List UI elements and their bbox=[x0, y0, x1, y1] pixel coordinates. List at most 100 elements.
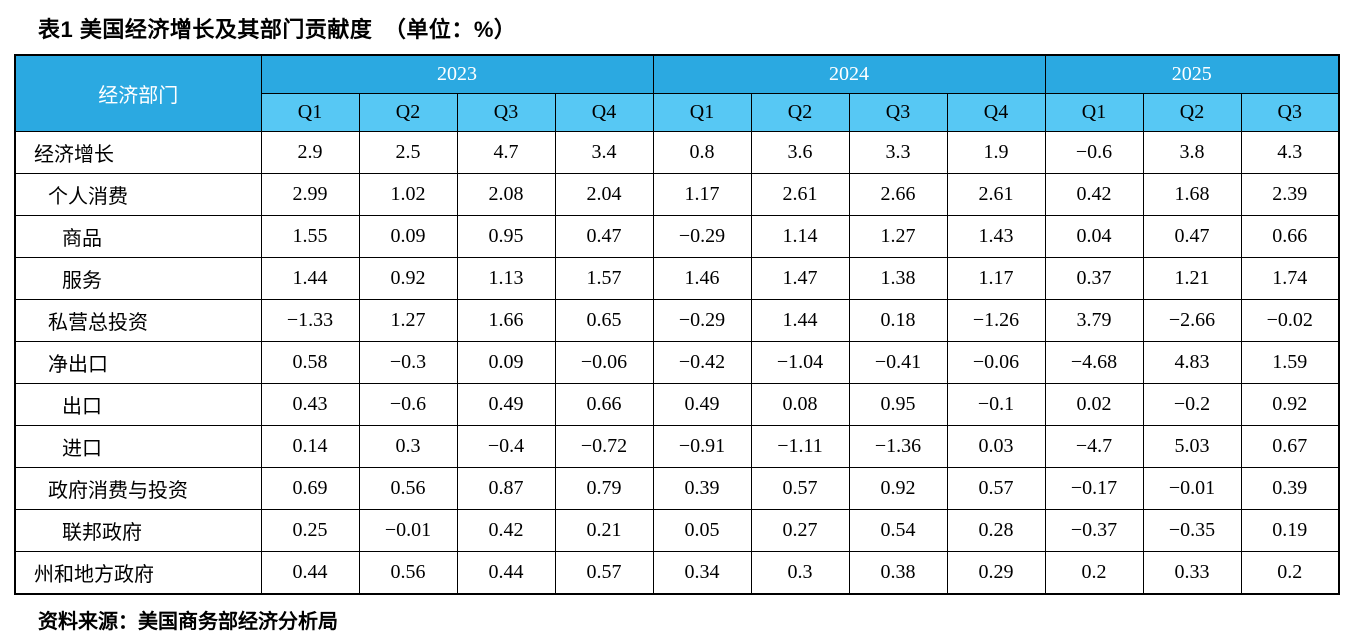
value-cell: 0.8 bbox=[652, 131, 752, 174]
value-cell: 2.99 bbox=[260, 173, 360, 216]
value-cell: −0.2 bbox=[1142, 383, 1242, 426]
value-cell: 1.57 bbox=[554, 257, 654, 300]
value-cell: 2.08 bbox=[456, 173, 556, 216]
value-cell: 0.57 bbox=[554, 551, 654, 595]
table-row: 个人消费 2.99 1.02 2.08 2.04 1.17 2.61 2.66 2.61 0.42… bbox=[14, 173, 1340, 216]
value-cell: −0.06 bbox=[554, 341, 654, 384]
year-header-2025: 2025 bbox=[1044, 54, 1340, 94]
row-label: 商品 bbox=[14, 215, 262, 258]
value-cell: 3.6 bbox=[750, 131, 850, 174]
value-cell: 0.42 bbox=[456, 509, 556, 552]
value-cell: 0.92 bbox=[358, 257, 458, 300]
value-cell: 2.39 bbox=[1240, 173, 1340, 216]
value-cell: 3.79 bbox=[1044, 299, 1144, 342]
value-cell: −4.7 bbox=[1044, 425, 1144, 468]
value-cell: 0.3 bbox=[750, 551, 850, 595]
value-cell: 0.09 bbox=[358, 215, 458, 258]
quarter-header: Q2 bbox=[750, 93, 850, 132]
value-cell: 0.95 bbox=[848, 383, 948, 426]
quarter-header: Q1 bbox=[652, 93, 752, 132]
value-cell: 2.61 bbox=[750, 173, 850, 216]
value-cell: 4.83 bbox=[1142, 341, 1242, 384]
value-cell: 0.02 bbox=[1044, 383, 1144, 426]
value-cell: 2.61 bbox=[946, 173, 1046, 216]
value-cell: 0.49 bbox=[456, 383, 556, 426]
table-row: 出口 0.43 −0.6 0.49 0.66 0.49 0.08 0.95 −0.1 0.02 −0… bbox=[14, 383, 1340, 426]
value-cell: 0.66 bbox=[1240, 215, 1340, 258]
quarter-header: Q1 bbox=[260, 93, 360, 132]
value-cell: 0.08 bbox=[750, 383, 850, 426]
value-cell: 3.4 bbox=[554, 131, 654, 174]
value-cell: 2.9 bbox=[260, 131, 360, 174]
value-cell: 0.92 bbox=[1240, 383, 1340, 426]
value-cell: 0.67 bbox=[1240, 425, 1340, 468]
value-cell: 1.55 bbox=[260, 215, 360, 258]
value-cell: −0.35 bbox=[1142, 509, 1242, 552]
value-cell: 0.04 bbox=[1044, 215, 1144, 258]
value-cell: 1.66 bbox=[456, 299, 556, 342]
value-cell: −0.42 bbox=[652, 341, 752, 384]
row-label: 政府消费与投资 bbox=[14, 467, 262, 510]
value-cell: −2.66 bbox=[1142, 299, 1242, 342]
value-cell: 0.09 bbox=[456, 341, 556, 384]
value-cell: 0.49 bbox=[652, 383, 752, 426]
value-cell: 1.17 bbox=[652, 173, 752, 216]
value-cell: 0.95 bbox=[456, 215, 556, 258]
value-cell: 0.54 bbox=[848, 509, 948, 552]
year-header-2023: 2023 bbox=[260, 54, 654, 94]
value-cell: 3.8 bbox=[1142, 131, 1242, 174]
value-cell: −0.41 bbox=[848, 341, 948, 384]
row-label: 州和地方政府 bbox=[14, 551, 262, 595]
row-label: 私营总投资 bbox=[14, 299, 262, 342]
value-cell: 1.13 bbox=[456, 257, 556, 300]
value-cell: 1.27 bbox=[358, 299, 458, 342]
corner-header: 经济部门 bbox=[14, 54, 262, 132]
table-row: 进口 0.14 0.3 −0.4 −0.72 −0.91 −1.11 −1.36 0.03 −4.… bbox=[14, 425, 1340, 468]
table-row: 净出口 0.58 −0.3 0.09 −0.06 −0.42 −1.04 −0.41 −0.06… bbox=[14, 341, 1340, 384]
value-cell: 1.74 bbox=[1240, 257, 1340, 300]
value-cell: 0.43 bbox=[260, 383, 360, 426]
value-cell: −0.02 bbox=[1240, 299, 1340, 342]
value-cell: −0.91 bbox=[652, 425, 752, 468]
value-cell: 0.37 bbox=[1044, 257, 1144, 300]
value-cell: 1.02 bbox=[358, 173, 458, 216]
value-cell: 1.17 bbox=[946, 257, 1046, 300]
table-row: 私营总投资 −1.33 1.27 1.66 0.65 −0.29 1.44 0.18 −1.26… bbox=[14, 299, 1340, 342]
value-cell: −0.4 bbox=[456, 425, 556, 468]
quarter-header: Q2 bbox=[1142, 93, 1242, 132]
value-cell: 1.59 bbox=[1240, 341, 1340, 384]
value-cell: 0.2 bbox=[1044, 551, 1144, 595]
row-label: 出口 bbox=[14, 383, 262, 426]
value-cell: 4.3 bbox=[1240, 131, 1340, 174]
table-body: 经济增长 2.9 2.5 4.7 3.4 0.8 3.6 3.3 1.9 −0.6 3.8 4.3 个人… bbox=[14, 131, 1340, 595]
source-note: 资料来源：美国商务部经济分析局 bbox=[38, 611, 338, 633]
value-cell: −1.26 bbox=[946, 299, 1046, 342]
value-cell: 4.7 bbox=[456, 131, 556, 174]
value-cell: 0.57 bbox=[750, 467, 850, 510]
value-cell: 0.92 bbox=[848, 467, 948, 510]
year-header-2024: 2024 bbox=[652, 54, 1046, 94]
value-cell: 0.25 bbox=[260, 509, 360, 552]
econ-table: 经济部门 2023 2024 2025 Q1 Q2 Q3 Q4 Q1 Q2 Q3… bbox=[14, 54, 1340, 595]
value-cell: 0.56 bbox=[358, 551, 458, 595]
value-cell: 2.5 bbox=[358, 131, 458, 174]
value-cell: 1.44 bbox=[750, 299, 850, 342]
value-cell: 2.04 bbox=[554, 173, 654, 216]
table-title: 表1 美国经济增长及其部门贡献度 （单位：%） bbox=[38, 17, 517, 42]
value-cell: −1.11 bbox=[750, 425, 850, 468]
value-cell: 1.46 bbox=[652, 257, 752, 300]
value-cell: 0.42 bbox=[1044, 173, 1144, 216]
value-cell: −0.06 bbox=[946, 341, 1046, 384]
value-cell: −0.37 bbox=[1044, 509, 1144, 552]
value-cell: −0.01 bbox=[358, 509, 458, 552]
quarter-header: Q4 bbox=[554, 93, 654, 132]
row-label: 服务 bbox=[14, 257, 262, 300]
value-cell: −0.6 bbox=[358, 383, 458, 426]
value-cell: −0.1 bbox=[946, 383, 1046, 426]
value-cell: 1.44 bbox=[260, 257, 360, 300]
value-cell: 0.18 bbox=[848, 299, 948, 342]
value-cell: 1.47 bbox=[750, 257, 850, 300]
value-cell: 2.66 bbox=[848, 173, 948, 216]
value-cell: 0.39 bbox=[1240, 467, 1340, 510]
quarter-header-row: Q1 Q2 Q3 Q4 Q1 Q2 Q3 Q4 Q1 Q2 Q3 bbox=[15, 93, 1340, 132]
